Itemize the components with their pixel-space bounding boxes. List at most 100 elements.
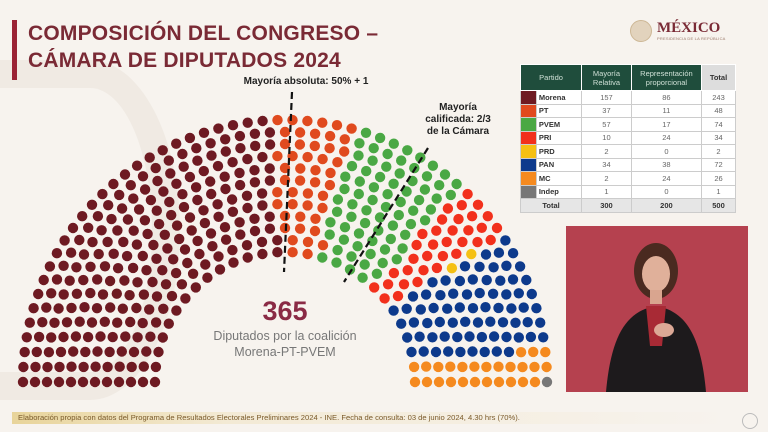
rp-value: 24 — [630, 171, 703, 186]
seat-morena — [95, 331, 106, 342]
seat-morena — [165, 168, 176, 179]
seat-pan — [402, 332, 413, 343]
seat-pan — [440, 275, 451, 286]
seat-morena — [58, 260, 69, 271]
seat-pan — [472, 317, 484, 328]
seat-morena — [124, 290, 135, 301]
seat-morena — [220, 134, 231, 145]
total-value: 2 — [701, 144, 736, 159]
title-accent-bar — [12, 20, 17, 80]
mr-value: 10 — [581, 130, 632, 145]
rp-value: 0 — [630, 184, 703, 199]
total-mr: 300 — [581, 198, 632, 213]
seat-morena — [107, 331, 118, 343]
seat-morena — [227, 157, 238, 168]
seat-pri — [485, 234, 496, 246]
seat-pt — [287, 247, 298, 258]
seat-morena — [219, 222, 231, 233]
party-color-swatch — [520, 144, 537, 159]
seat-pan — [415, 304, 426, 315]
seat-morena — [18, 361, 29, 373]
seat-morena — [78, 274, 89, 286]
seat-pt — [294, 127, 306, 138]
seat-pt — [294, 223, 306, 234]
seat-pan — [525, 331, 537, 343]
seat-pan — [522, 317, 533, 328]
seat-morena — [29, 376, 41, 388]
seat-morena — [86, 199, 98, 210]
seat-pan — [460, 316, 471, 327]
seat-pan — [474, 261, 485, 272]
seat-morena — [264, 223, 276, 234]
seat-morena — [150, 162, 161, 174]
seat-morena — [159, 229, 170, 240]
seat-morena — [272, 235, 283, 246]
header-mr: Mayoría Relativa — [581, 64, 632, 91]
rp-value: 24 — [630, 130, 703, 145]
seat-pan — [526, 288, 537, 300]
seat-pvem — [413, 194, 425, 206]
seat-pan — [388, 305, 399, 316]
seat-pvem — [377, 257, 388, 269]
header-party: Partido — [519, 64, 583, 91]
seat-pan — [479, 346, 490, 358]
seat-mc — [517, 376, 529, 388]
seat-pri — [456, 200, 467, 211]
seat-pan — [493, 247, 505, 258]
seat-pan — [481, 274, 492, 286]
seat-morena — [157, 265, 168, 276]
seat-pt — [324, 179, 336, 191]
seat-pvem — [361, 165, 372, 177]
seat-pvem — [325, 217, 336, 228]
seat-mc — [481, 376, 493, 388]
seat-pt — [339, 134, 350, 145]
seat-pan — [467, 346, 478, 357]
seat-morena — [235, 143, 246, 154]
seat-morena — [53, 303, 64, 314]
seat-pvem — [339, 222, 351, 233]
seat-morena — [264, 127, 276, 138]
seat-pt — [331, 120, 343, 131]
seat-morena — [249, 165, 260, 176]
seat-morena — [132, 332, 143, 343]
total-value: 72 — [701, 157, 736, 172]
party-color-swatch — [520, 103, 537, 118]
seat-pan — [401, 303, 412, 314]
coalition-description: Diputados por la coalición Morena-PT-PVEM — [190, 328, 380, 360]
seat-morena — [220, 183, 231, 195]
seat-pan — [480, 302, 491, 313]
seat-pan — [495, 275, 506, 286]
seat-pvem — [419, 184, 431, 195]
seat-morena — [61, 317, 73, 328]
seat-pan — [459, 261, 471, 272]
total-value: 74 — [701, 117, 736, 132]
seat-morena — [103, 200, 114, 211]
seat-pri — [379, 293, 390, 304]
seat-pvem — [402, 145, 413, 156]
seat-morena — [67, 222, 79, 234]
seat-mc — [493, 376, 505, 388]
party-color-swatch — [520, 90, 537, 105]
seat-morena — [66, 302, 77, 314]
seat-pan — [407, 291, 419, 302]
seat-pan — [501, 260, 512, 271]
seat-morena — [77, 376, 89, 388]
seat-morena — [213, 251, 224, 262]
seat-pan — [491, 346, 502, 357]
seat-morena — [92, 274, 103, 285]
seat-pt — [317, 153, 328, 165]
party-name: MC — [535, 171, 583, 186]
seat-morena — [120, 331, 131, 342]
seat-morena — [194, 248, 205, 260]
seat-pan — [506, 303, 517, 314]
seat-morena — [74, 234, 85, 246]
rp-value: 38 — [630, 157, 703, 172]
seat-pan — [480, 249, 492, 260]
seat-pt — [302, 188, 314, 199]
seat-pan — [447, 317, 458, 328]
seat-pvem — [396, 155, 407, 166]
seat-morena — [191, 143, 202, 154]
party-color-swatch — [520, 117, 537, 132]
seat-pvem — [401, 186, 412, 197]
seat-morena — [190, 182, 202, 193]
